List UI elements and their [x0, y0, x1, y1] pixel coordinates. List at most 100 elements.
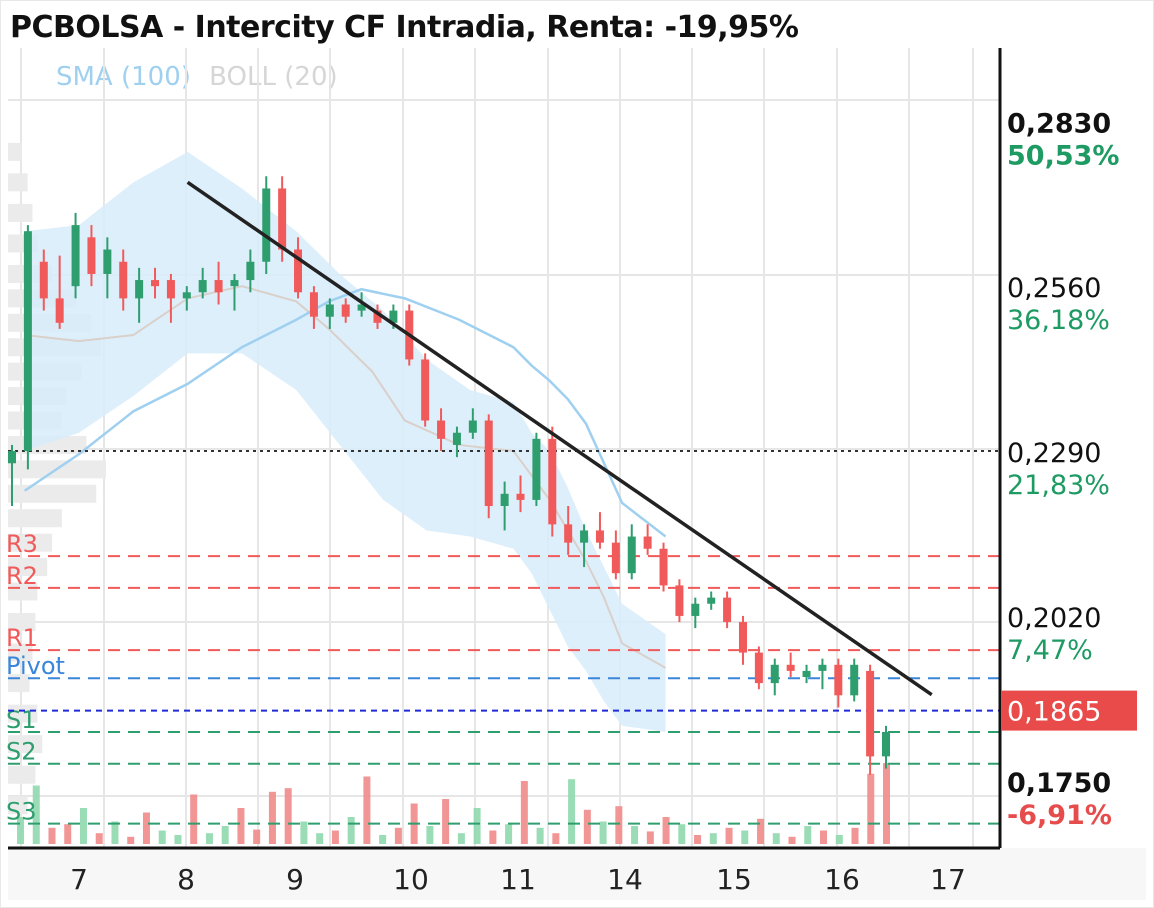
- candle-body-45: [723, 597, 732, 623]
- volume-bar-53: [851, 827, 859, 844]
- candle-body-5: [87, 237, 96, 274]
- volume-bar-35: [568, 779, 576, 844]
- candle-body-55: [882, 731, 890, 757]
- candle-body-31: [500, 493, 509, 507]
- candle-body-1: [23, 231, 32, 452]
- y-tick-pct-2: 21,83%: [1007, 470, 1110, 501]
- candle-body-17: [278, 188, 287, 250]
- legend-boll-label[interactable]: BOLL (20): [209, 62, 338, 92]
- profile-bar-16: [8, 558, 48, 577]
- candle-body-22: [357, 304, 366, 311]
- y-tick-price-2: 0,2290: [1007, 438, 1101, 469]
- y-tick-pct-1: 36,18%: [1007, 305, 1110, 336]
- candle-body-19: [309, 292, 318, 317]
- candle-body-40: [643, 536, 652, 549]
- candle-body-10: [166, 280, 175, 299]
- volume-bar-49: [788, 836, 796, 844]
- candle-body-34: [548, 438, 557, 525]
- volume-bar-5: [95, 833, 103, 844]
- volume-bar-10: [174, 835, 182, 844]
- boll-mid-line: [24, 285, 667, 669]
- volume-bar-38: [615, 806, 623, 844]
- candle-body-49: [786, 664, 795, 671]
- current-price-label: 0,1865: [1007, 697, 1101, 728]
- volume-bar-50: [804, 826, 812, 844]
- candle-body-11: [182, 292, 191, 299]
- volume-bars: [17, 763, 890, 844]
- trendline-line: [186, 180, 933, 697]
- candle-body-39: [627, 536, 636, 574]
- x-axis-band: [8, 848, 1146, 900]
- candle-body-41: [659, 548, 668, 586]
- volume-bar-19: [316, 833, 324, 844]
- candle-body-52: [834, 664, 843, 696]
- candle-body-36: [580, 530, 589, 543]
- axes: [8, 48, 1002, 850]
- candle-body-2: [39, 261, 48, 299]
- volume-bar-17: [284, 788, 292, 844]
- boll-band-fill: [24, 151, 666, 732]
- sma-line: [23, 287, 667, 538]
- trendline: [186, 180, 933, 697]
- x-tick-label-9: 9: [286, 863, 304, 896]
- current-price-tag: [1001, 690, 1137, 731]
- candle-body-35: [564, 524, 573, 543]
- candle-body-48: [770, 664, 779, 684]
- x-tick-label-11: 11: [500, 863, 536, 896]
- candle-body-9: [151, 280, 160, 287]
- candle-body-30: [484, 420, 493, 507]
- candle-body-4: [71, 225, 80, 287]
- volume-bar-0: [17, 817, 24, 844]
- candle-body-0: [8, 451, 16, 464]
- candle-body-8: [135, 280, 144, 299]
- candle-body-26: [421, 359, 430, 421]
- volume-bar-26: [426, 826, 434, 844]
- legend-sma-label[interactable]: SMA (100): [56, 62, 191, 92]
- volume-bar-31: [505, 824, 513, 844]
- volume-bar-44: [709, 833, 717, 844]
- x-tick-label-8: 8: [177, 863, 195, 896]
- volume-bar-39: [631, 826, 639, 844]
- level-label-r2: R2: [6, 562, 38, 590]
- profile-bar-0: [8, 142, 22, 161]
- candle-body-51: [818, 664, 827, 671]
- candle-body-6: [103, 249, 112, 274]
- volume-bar-12: [205, 833, 213, 844]
- candle-body-47: [754, 652, 763, 684]
- volume-bar-24: [394, 827, 402, 844]
- candle-body-29: [468, 420, 477, 433]
- profile-bar-19: [8, 643, 33, 662]
- volume-bar-11: [190, 794, 198, 844]
- volume-bar-48: [772, 833, 780, 844]
- candle-body-27: [437, 420, 446, 439]
- x-tick-label-15: 15: [716, 863, 752, 896]
- y-tick-pct-0: 50,53%: [1007, 140, 1119, 171]
- volume-bar-18: [300, 821, 308, 844]
- candle-body-53: [850, 664, 859, 696]
- y-tick-price-1: 0,2560: [1007, 273, 1101, 304]
- indicator-legend: SMA (100) BOLL (20): [56, 62, 348, 92]
- volume-bar-14: [237, 808, 245, 844]
- profile-bar-18: [8, 613, 36, 632]
- volume-bar-55: [883, 763, 890, 844]
- volume-bar-9: [158, 830, 166, 844]
- sma-100-line: [23, 287, 667, 538]
- candle-body-37: [595, 530, 604, 543]
- candle-body-33: [532, 438, 541, 500]
- volume-bar-27: [442, 799, 450, 844]
- volume-bar-46: [741, 830, 749, 844]
- volume-bar-3: [64, 824, 72, 844]
- y-tick-price-0: 0,2830: [1007, 108, 1111, 139]
- volume-bar-20: [331, 830, 339, 844]
- y-tick-pct-4: -6,91%: [1007, 800, 1112, 831]
- profile-bar-23: [8, 765, 36, 784]
- y-tick-price-3: 0,2020: [1007, 603, 1101, 634]
- candle-body-50: [802, 670, 811, 678]
- candle-body-28: [452, 432, 461, 445]
- level-label-s3: S3: [6, 798, 37, 826]
- level-label-pivot: Pivot: [6, 652, 65, 680]
- volume-bar-8: [142, 812, 150, 844]
- volume-bar-16: [268, 791, 276, 844]
